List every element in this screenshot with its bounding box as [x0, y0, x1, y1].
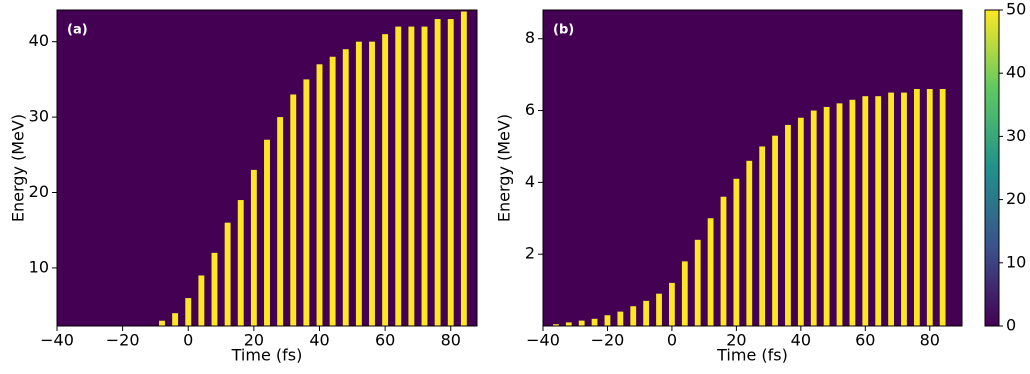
- stripe: [849, 99, 856, 326]
- stripe: [172, 313, 179, 326]
- stripe: [656, 293, 662, 326]
- colorbar: [984, 9, 1000, 327]
- stripe: [237, 200, 244, 326]
- stripe: [926, 89, 933, 326]
- stripe: [720, 196, 727, 326]
- stripe: [875, 96, 882, 326]
- x-axis-label: Time (fs): [231, 346, 303, 365]
- panel-label: (a): [67, 23, 88, 38]
- colorbar-tick-label: 40: [1006, 63, 1026, 82]
- stripe: [198, 275, 205, 326]
- stripe: [810, 110, 817, 326]
- x-tick-label: −40: [526, 331, 560, 350]
- stripe: [772, 135, 778, 326]
- y-tick-label: 10: [29, 257, 49, 276]
- x-tick-label: 60: [375, 331, 395, 350]
- stripe: [211, 252, 218, 326]
- plot-frame: [56, 9, 478, 327]
- colorbar-tick-label: 30: [1006, 126, 1026, 145]
- x-tick-label: 0: [667, 331, 677, 350]
- y-axis-label: Energy (MeV): [9, 114, 28, 222]
- stripe: [939, 89, 946, 326]
- y-tick-label: 8: [525, 28, 535, 47]
- x-tick-label: −40: [40, 331, 74, 350]
- stripe: [913, 89, 920, 326]
- stripe: [369, 41, 375, 327]
- y-tick-label: 2: [525, 244, 535, 263]
- stripe: [669, 282, 675, 326]
- stripe: [643, 300, 650, 326]
- y-axis-label: Energy (MeV): [495, 114, 514, 222]
- stripe: [862, 96, 869, 326]
- stripe: [395, 26, 402, 326]
- stripe: [797, 117, 804, 327]
- y-tick-label: 40: [29, 31, 49, 50]
- colorbar-tick-label: 20: [1006, 189, 1026, 208]
- x-tick-label: 40: [791, 331, 811, 350]
- x-tick-label: −20: [591, 331, 625, 350]
- stripe: [290, 94, 297, 327]
- x-tick-label: 60: [855, 331, 875, 350]
- plot-frame: [542, 9, 963, 327]
- stripe: [382, 34, 389, 326]
- stripe: [759, 146, 766, 326]
- y-tick-label: 6: [525, 100, 535, 119]
- stripe: [552, 324, 559, 326]
- stripe: [901, 92, 907, 326]
- colorbar-tick-label: 0: [1006, 316, 1016, 335]
- stripe: [746, 160, 753, 326]
- stripe: [836, 103, 843, 326]
- stripe: [421, 26, 428, 326]
- stripe: [277, 117, 284, 326]
- panel-label: (b): [553, 23, 574, 38]
- colorbar-tick-label: 10: [1006, 252, 1026, 271]
- stripe: [250, 169, 257, 326]
- stripe: [694, 239, 701, 326]
- stripe: [591, 318, 598, 326]
- stripe: [460, 11, 467, 326]
- y-tick-label: 20: [29, 182, 49, 201]
- stripe: [447, 19, 454, 327]
- stripe: [888, 92, 894, 326]
- stripe: [329, 56, 336, 327]
- colorbar-tick-label: 50: [1006, 0, 1026, 19]
- stripe: [303, 79, 310, 326]
- x-tick-label: 80: [920, 331, 940, 350]
- stripe: [434, 19, 441, 327]
- stripe: [342, 49, 349, 326]
- stripe: [578, 320, 585, 326]
- stripe: [565, 322, 572, 326]
- y-tick-label: 30: [29, 107, 49, 126]
- stripe: [617, 311, 624, 326]
- stripe: [224, 222, 231, 326]
- stripe: [159, 320, 165, 326]
- stripe: [630, 306, 637, 326]
- stripe: [408, 26, 415, 326]
- x-tick-label: 80: [441, 331, 461, 350]
- stripe: [185, 298, 192, 326]
- stripe: [316, 64, 323, 326]
- stripe: [264, 139, 270, 326]
- x-tick-label: 0: [183, 331, 193, 350]
- y-tick-label: 4: [525, 172, 535, 191]
- stripe: [707, 218, 714, 326]
- stripe: [823, 106, 830, 326]
- stripe: [681, 261, 688, 326]
- stripe: [785, 124, 791, 326]
- stripe: [604, 315, 611, 326]
- x-tick-label: −20: [106, 331, 140, 350]
- x-tick-label: 20: [244, 331, 264, 350]
- x-axis-label: Time (fs): [716, 346, 788, 365]
- stripe: [355, 41, 362, 327]
- stripe: [733, 178, 740, 326]
- x-tick-label: 20: [726, 331, 746, 350]
- x-tick-label: 40: [309, 331, 329, 350]
- plot-background: [543, 10, 962, 326]
